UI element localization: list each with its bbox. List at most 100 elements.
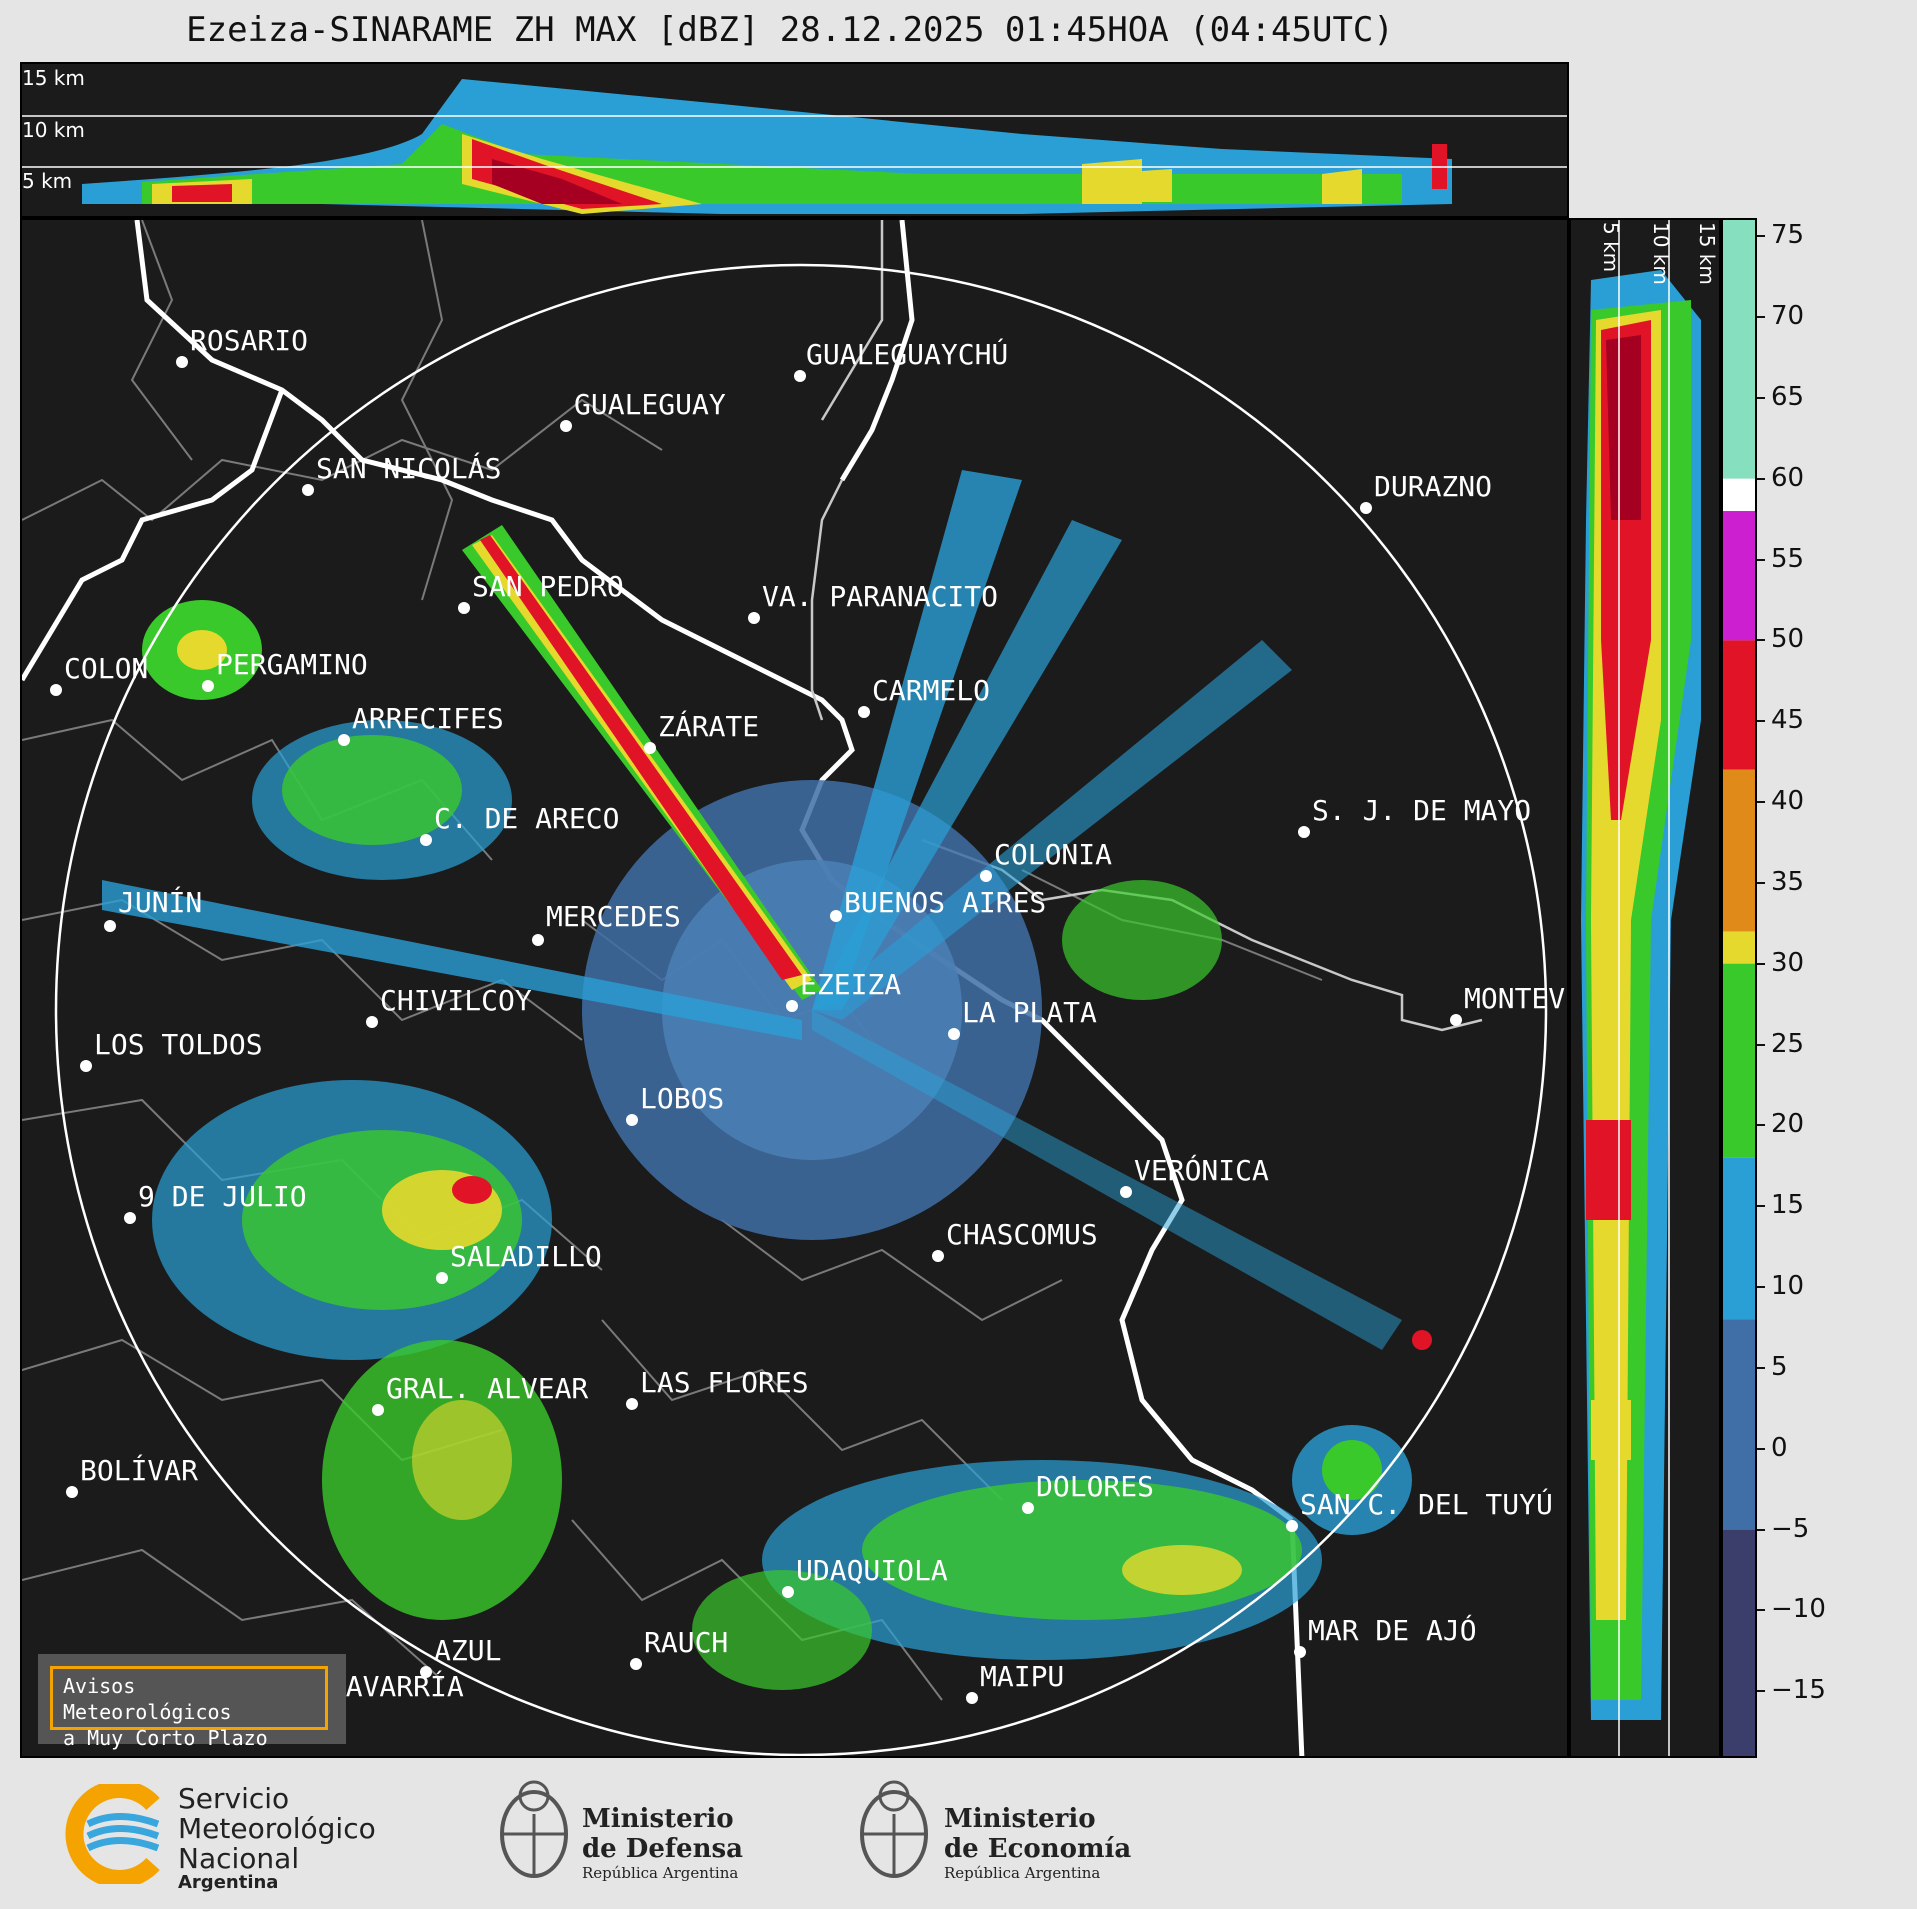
city-dot-mar-de-ajo [1294,1646,1306,1658]
avisos-box: Avisos Meteorológicos a Muy Corto Plazo [38,1654,346,1750]
city-label-mercedes: MERCEDES [546,900,681,933]
city-dot-9-de-julio [124,1212,136,1224]
colorbar-tick-label: 60 [1757,463,1804,493]
city-label-va-paranacito: VA. PARANACITO [762,580,999,613]
colorbar-tick-label: 70 [1757,301,1804,331]
colorbar-tick-label: 40 [1757,786,1804,816]
city-label-c-de-areco: C. DE ARECO [434,802,620,835]
city-label-bolivar: BOLÍVAR [80,1454,199,1487]
city-label-lobos: LOBOS [640,1082,725,1115]
city-dot-dolores [1022,1502,1034,1514]
city-dot-colonia [980,870,992,882]
city-dot-gualeguaychu [794,370,806,382]
defensa-line2: de Defensa [582,1834,743,1864]
city-label-rauch: RAUCH [644,1626,729,1659]
colorbar-tick-label: 30 [1757,948,1804,978]
colorbar-band [1723,511,1755,641]
colorbar-band [1723,963,1755,1158]
chart-title: Ezeiza-SINARAME ZH MAX [dBZ] 28.12.2025 … [186,10,1394,50]
city-label-mar-de-ajo: MAR DE AJÓ [1308,1614,1477,1647]
top-cross-section-echoes [22,79,1567,214]
colorbar-band [1723,931,1755,964]
colorbar-tick-label: 50 [1757,624,1804,654]
colorbar-tick-label: −10 [1757,1594,1826,1624]
city-label-veronica: VERÓNICA [1134,1154,1269,1187]
smn-logo-icon [65,1784,160,1884]
city-dot-mercedes [532,934,544,946]
city-label-chascomus: CHASCOMUS [946,1218,1098,1251]
city-label-los-toldos: LOS TOLDOS [94,1028,263,1061]
city-dot-las-flores [626,1398,638,1410]
colorbar-tick-label: −15 [1757,1675,1826,1705]
city-label-carmelo: CARMELO [872,674,991,707]
city-dot-va-paranacito [748,612,760,624]
radar-map-canvas [22,220,1548,1756]
footer-logos: Servicio Meteorológico Nacional Argentin… [0,1760,1917,1909]
defensa-line1: Ministerio [582,1804,734,1834]
colorbar-tick-label: 25 [1757,1029,1804,1059]
city-label-arrecifes: ARRECIFES [352,702,504,735]
colorbar-band [1723,478,1755,512]
city-label-buenos-aires: BUENOS AIRES [844,886,1047,919]
city-label-sj-de-mayo: S. J. DE MAYO [1312,794,1532,827]
city-dot-azul [420,1666,432,1678]
city-dot-buenos-aires [830,910,842,922]
city-dot-los-toldos [80,1060,92,1072]
city-dot-la-plata [948,1028,960,1040]
city-label-montevideo: MONTEV [1464,982,1566,1015]
colorbar-tick-label: −5 [1757,1514,1809,1544]
range-ring [54,263,1548,1756]
city-dot-lobos [626,1114,638,1126]
city-dot-saladillo [436,1272,448,1284]
colorbar-tick-label: 15 [1757,1190,1804,1220]
right-height-label-15km: 15 km [1695,222,1719,285]
city-label-chivilcoy: CHIVILCOY [380,984,532,1017]
city-label-azul: AZUL [434,1634,502,1667]
city-dot-carmelo [858,706,870,718]
defensa-line3: República Argentina [582,1864,739,1882]
city-label-san-c-del-tuyu: SAN C. DEL TUYÚ [1300,1488,1553,1521]
city-dot-veronica [1120,1186,1132,1198]
economia-line1: Ministerio [944,1804,1096,1834]
city-dot-rauch [630,1658,642,1670]
city-label-san-nicolas: SAN NICOLÁS [316,452,502,485]
city-label-dolores: DOLORES [1036,1470,1155,1503]
colorbar-tick-label: 35 [1757,867,1804,897]
avisos-line1: Avisos Meteorológicos [63,1674,232,1724]
city-label-rosario: ROSARIO [190,324,309,357]
city-dot-chascomus [932,1250,944,1262]
city-label-9-de-julio: 9 DE JULIO [138,1180,307,1213]
colorbar-tick-label: 0 [1757,1433,1788,1463]
city-dot-arrecifes [338,734,350,746]
city-dot-zarate [644,742,656,754]
colorbar-tick-label: 45 [1757,705,1804,735]
city-label-durazno: DURAZNO [1374,470,1493,503]
city-dot-rosario [176,356,188,368]
top-height-label-10km: 10 km [22,118,85,142]
smn-line2: Meteorológico [178,1812,376,1845]
city-label-maipu: MAIPU [980,1660,1065,1693]
city-dot-c-de-areco [420,834,432,846]
city-dot-durazno [1360,502,1372,514]
city-label-gral-alvear: GRAL. ALVEAR [386,1372,589,1405]
city-dot-san-pedro [458,602,470,614]
colorbar-band [1723,1529,1755,1756]
city-dot-pergamino [202,680,214,692]
avisos-line2: a Muy Corto Plazo [63,1726,268,1750]
city-label-saladillo: SALADILLO [450,1240,602,1273]
top-cross-section-panel: 15 km 10 km 5 km [20,62,1569,218]
colorbar-gradient [1723,220,1755,1756]
radar-echoes [102,470,1432,1690]
dbz-colorbar [1721,218,1757,1758]
city-label-ezeiza: EZEIZA [800,968,902,1001]
smn-line1: Servicio [178,1782,290,1815]
colorbar-tick-label: 55 [1757,544,1804,574]
right-height-label-10km: 10 km [1649,222,1673,285]
colorbar-band [1723,1319,1755,1530]
city-dot-gral-alvear [372,1404,384,1416]
colorbar-tick-label: 75 [1757,220,1804,250]
right-cross-section-echoes [1581,220,1701,1756]
right-height-label-5km: 5 km [1599,222,1623,273]
city-label-gualeguay: GUALEGUAY [574,388,726,421]
city-dot-maipu [966,1692,978,1704]
